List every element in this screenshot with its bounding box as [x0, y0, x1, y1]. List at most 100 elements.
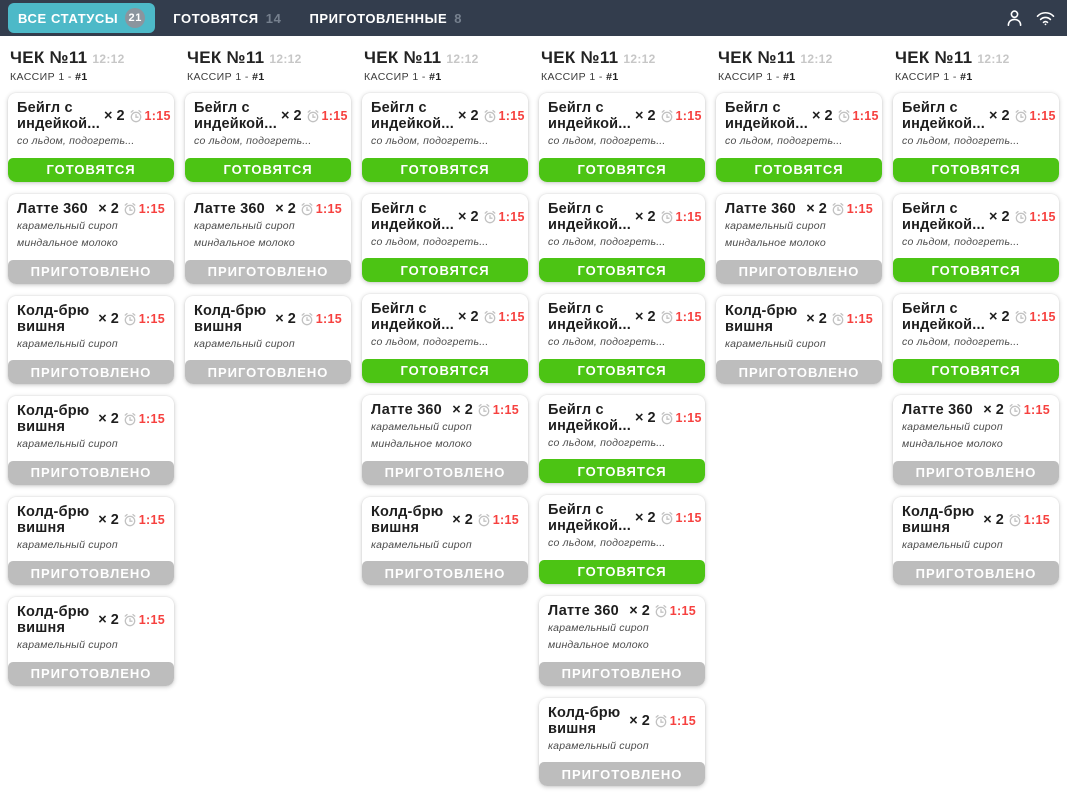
item-modifier: миндальное молоко — [194, 237, 295, 249]
order-item-card[interactable]: Латте 360 × 2 1:15 карамельный сироп минд… — [185, 193, 351, 284]
status-bar[interactable]: ГОТОВЯТСЯ — [539, 559, 705, 584]
status-bar[interactable]: ПРИГОТОВЛЕНО — [539, 661, 705, 686]
timer-value: 1:15 — [1023, 512, 1050, 527]
receipt-time: 12:12 — [800, 52, 833, 66]
status-bar[interactable]: ГОТОВЯТСЯ — [539, 258, 705, 282]
status-bar[interactable]: ПРИГОТОВЛЕНО — [893, 561, 1059, 585]
item-modifiers: со льдом, подогреть... — [548, 437, 696, 450]
order-item-card[interactable]: Бейгл с индейкой... × 2 1:15 со льдом, п… — [893, 193, 1059, 282]
status-bar[interactable]: ГОТОВЯТСЯ — [716, 157, 882, 182]
status-bar[interactable]: ПРИГОТОВЛЕНО — [8, 561, 174, 585]
status-bar[interactable]: ПРИГОТОВЛЕНО — [539, 762, 705, 786]
order-item-body: Бейгл с индейкой... × 2 1:15 со льдом, п… — [539, 93, 705, 153]
status-bar[interactable]: ПРИГОТОВЛЕНО — [362, 561, 528, 585]
order-ref: #1 — [606, 71, 619, 83]
item-modifier: со льдом, подогреть... — [194, 135, 312, 147]
status-bar[interactable]: ГОТОВЯТСЯ — [362, 258, 528, 282]
status-bar[interactable]: ПРИГОТОВЛЕНО — [8, 460, 174, 485]
order-item-body: Бейгл с индейкой... × 2 1:15 со льдом, п… — [893, 194, 1059, 254]
status-bar[interactable]: ГОТОВЯТСЯ — [539, 459, 705, 483]
item-modifier: карамельный сироп — [548, 621, 649, 634]
alarm-clock-icon — [661, 511, 672, 525]
item-title: Колд-брю вишня — [17, 403, 90, 435]
status-bar[interactable]: ГОТОВЯТСЯ — [893, 358, 1059, 383]
status-bar[interactable]: ГОТОВЯТСЯ — [362, 157, 528, 182]
timer-value: 1:15 — [1029, 109, 1056, 123]
order-item-card[interactable]: Бейгл с индейкой... × 2 1:15 со льдом, п… — [893, 93, 1059, 182]
tab-label: ГОТОВЯТСЯ — [173, 10, 259, 26]
order-item-card[interactable]: Латте 360 × 2 1:15 карамельный сироп минд… — [362, 394, 528, 485]
order-item-card[interactable]: Колд-брю вишня × 2 1:15 карамельный сиро… — [362, 496, 528, 585]
order-item-card[interactable]: Латте 360 × 2 1:15 карамельный сироп минд… — [893, 394, 1059, 485]
receipt-time: 12:12 — [977, 52, 1010, 66]
order-item-card[interactable]: Колд-брю вишня × 2 1:15 карамельный сиро… — [185, 295, 351, 384]
item-modifier: со льдом, подогреть... — [548, 537, 666, 549]
status-bar[interactable]: ПРИГОТОВЛЕНО — [8, 360, 174, 384]
order-item-card[interactable]: Колд-брю вишня × 2 1:15 карамельный сиро… — [8, 597, 174, 686]
order-item-card[interactable]: Бейгл с индейкой... × 2 1:15 со льдом, п… — [539, 394, 705, 483]
order-item-card[interactable]: Бейгл с индейкой... × 2 1:15 со льдом, п… — [8, 93, 174, 182]
item-timer: 1:15 — [123, 613, 165, 627]
status-bar[interactable]: ПРИГОТОВЛЕНО — [8, 661, 174, 686]
status-bar[interactable]: ГОТОВЯТСЯ — [539, 157, 705, 182]
alarm-clock-icon — [478, 403, 490, 416]
status-bar[interactable]: ПРИГОТОВЛЕНО — [362, 460, 528, 485]
order-item-body: Бейгл с индейкой... × 2 1:15 со льдом, п… — [362, 93, 528, 153]
item-modifier: карамельный сироп — [17, 538, 118, 551]
order-item-card[interactable]: Колд-брю вишня × 2 1:15 карамельный сиро… — [8, 396, 174, 485]
status-bar[interactable]: ГОТОВЯТСЯ — [8, 157, 174, 182]
order-item-card[interactable]: Бейгл с индейкой... × 2 1:15 со льдом, п… — [716, 93, 882, 182]
item-quantity: × 2 — [98, 411, 119, 427]
order-item-card[interactable]: Колд-брю вишня × 2 1:15 карамельный сиро… — [8, 496, 174, 585]
item-modifier: со льдом, подогреть... — [548, 336, 666, 348]
order-item-card[interactable]: Бейгл с индейкой... × 2 1:15 со льдом, п… — [893, 294, 1059, 383]
order-item-card[interactable]: Колд-брю вишня × 2 1:15 карамельный сиро… — [8, 295, 174, 384]
order-item-card[interactable]: Бейгл с индейкой... × 2 1:15 со льдом, п… — [362, 93, 528, 182]
alarm-clock-icon — [1015, 210, 1026, 223]
tab-preparing[interactable]: ГОТОВЯТСЯ 14 — [163, 6, 291, 31]
user-icon[interactable] — [1006, 9, 1023, 27]
status-bar[interactable]: ПРИГОТОВЛЕНО — [893, 460, 1059, 485]
item-modifiers: со льдом, подогреть... — [725, 135, 873, 148]
status-bar[interactable]: ГОТОВЯТСЯ — [362, 358, 528, 383]
status-bar[interactable]: ГОТОВЯТСЯ — [185, 157, 351, 182]
order-item-card[interactable]: Бейгл с индейкой... × 2 1:15 со льдом, п… — [539, 294, 705, 383]
receipt-column: ЧЕК №11 12:12 КАССИР 1 - #1 Бейгл с инде… — [185, 46, 351, 396]
order-item-card[interactable]: Бейгл с индейкой... × 2 1:15 со льдом, п… — [539, 193, 705, 282]
item-quantity: × 2 — [811, 108, 833, 124]
item-modifier: карамельный сироп — [371, 420, 472, 433]
item-modifier: со льдом, подогреть... — [371, 336, 489, 348]
item-quantity: × 2 — [988, 309, 1010, 325]
order-item-card[interactable]: Бейгл с индейкой... × 2 1:15 со льдом, п… — [185, 93, 351, 182]
status-bar[interactable]: ПРИГОТОВЛЕНО — [716, 259, 882, 284]
item-timer: 1:15 — [477, 513, 519, 527]
order-item-card[interactable]: Бейгл с индейкой... × 2 1:15 со льдом, п… — [362, 193, 528, 282]
order-item-card[interactable]: Бейгл с индейкой... × 2 1:15 со льдом, п… — [539, 93, 705, 182]
item-modifier: со льдом, подогреть... — [902, 235, 1020, 248]
status-bar[interactable]: ПРИГОТОВЛЕНО — [716, 360, 882, 384]
order-item-body: Колд-брю вишня × 2 1:15 карамельный сиро… — [8, 597, 174, 657]
receipt-number: ЧЕК №11 — [187, 48, 265, 67]
order-item-card[interactable]: Латте 360 × 2 1:15 карамельный сироп минд… — [8, 193, 174, 284]
item-quantity: × 2 — [806, 310, 827, 327]
tab-prepared[interactable]: ПРИГОТОВЛЕННЫЕ 8 — [299, 6, 472, 31]
order-item-card[interactable]: Колд-брю вишня × 2 1:15 карамельный сиро… — [539, 697, 705, 786]
order-item-card[interactable]: Колд-брю вишня × 2 1:15 карамельный сиро… — [893, 496, 1059, 585]
status-bar[interactable]: ПРИГОТОВЛЕНО — [8, 259, 174, 284]
cashier-label: КАССИР 1 - — [364, 71, 430, 83]
order-item-card[interactable]: Колд-брю вишня × 2 1:15 карамельный сиро… — [716, 295, 882, 384]
status-bar[interactable]: ПРИГОТОВЛЕНО — [185, 360, 351, 384]
order-item-card[interactable]: Бейгл с индейкой... × 2 1:15 со льдом, п… — [362, 294, 528, 383]
item-modifiers: карамельный сироп миндальное молоко — [194, 220, 342, 250]
receipt-number: ЧЕК №11 — [718, 48, 796, 67]
status-bar[interactable]: ПРИГОТОВЛЕНО — [185, 259, 351, 284]
status-bar[interactable]: ГОТОВЯТСЯ — [893, 157, 1059, 182]
status-bar[interactable]: ГОТОВЯТСЯ — [539, 358, 705, 383]
order-item-card[interactable]: Латте 360 × 2 1:15 карамельный сироп минд… — [539, 595, 705, 686]
tab-all-statuses[interactable]: ВСЕ СТАТУСЫ 21 — [8, 3, 156, 33]
timer-value: 1:15 — [138, 613, 165, 627]
receipt-number: ЧЕК №11 — [895, 48, 973, 67]
order-item-card[interactable]: Бейгл с индейкой... × 2 1:15 со льдом, п… — [539, 495, 705, 584]
status-bar[interactable]: ГОТОВЯТСЯ — [893, 258, 1059, 282]
order-item-card[interactable]: Латте 360 × 2 1:15 карамельный сироп минд… — [716, 193, 882, 284]
